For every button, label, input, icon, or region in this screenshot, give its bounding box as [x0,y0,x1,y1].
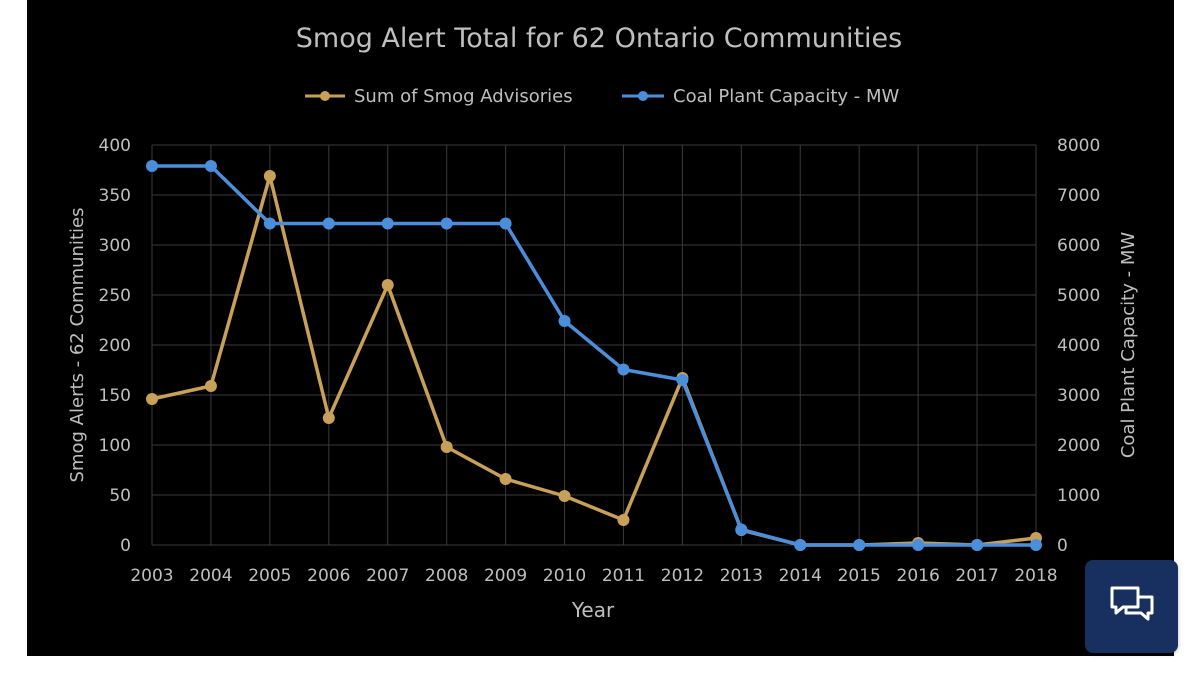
legend-marker-smog [320,91,330,101]
x-tick-label: 2009 [484,566,527,586]
legend-item-coal: Coal Plant Capacity - MW [622,86,900,107]
series-line-smog [151,174,1037,547]
x-tick-label: 2004 [189,566,232,586]
data-point-coal [322,217,335,230]
chart-panel: Smog Alert Total for 62 Ontario Communit… [27,0,1174,656]
data-point-smog [617,514,630,526]
right-tick-label: 6000 [1057,236,1100,256]
right-tick-label: 4000 [1057,336,1100,356]
right-tick-label: 7000 [1057,186,1100,206]
x-tick-label: 2006 [307,566,350,586]
data-point-coal [971,539,984,551]
right-tick-label: 0 [1057,536,1068,556]
x-axis-label: Year [571,598,615,622]
right-tick-label: 1000 [1057,486,1100,506]
x-tick-label: 2008 [425,566,468,586]
data-point-coal [853,539,866,551]
x-tick-label: 2005 [248,566,291,586]
series-line-coal [152,164,1036,547]
x-tick-label: 2017 [955,566,998,586]
data-point-coal [263,217,276,230]
data-point-coal [617,363,630,376]
gridlines [151,144,1037,546]
right-tick-label: 2000 [1057,436,1100,456]
data-point-smog [263,170,276,182]
data-point-coal [204,160,217,172]
data-point-coal [912,539,925,551]
data-point-smog [381,279,394,291]
data-point-coal [440,217,453,230]
data-point-coal [676,374,689,386]
data-point-coal [381,217,394,230]
x-tick-label: 2010 [543,566,586,586]
data-point-coal [146,160,158,172]
left-tick-label: 300 [99,236,131,256]
data-point-coal [558,315,571,327]
left-tick-label: 350 [99,186,131,206]
left-tick-label: 150 [99,386,131,406]
left-tick-label: 400 [99,136,131,156]
x-tick-label: 2003 [130,566,173,586]
y-axis-label-right: Coal Plant Capacity - MW [1118,232,1139,459]
data-point-smog [322,412,335,424]
left-tick-label: 250 [99,286,131,306]
data-point-smog [499,473,512,485]
left-tick-label: 100 [99,436,131,456]
right-tick-label: 5000 [1057,286,1100,306]
chat-button[interactable] [1085,560,1178,653]
x-tick-label: 2015 [838,566,881,586]
data-point-coal [794,539,807,551]
data-point-smog [146,393,158,405]
right-tick-label: 3000 [1057,386,1100,406]
x-tick-label: 2012 [661,566,704,586]
x-tick-label: 2016 [897,566,940,586]
legend-label-smog: Sum of Smog Advisories [354,86,573,107]
x-tick-label: 2007 [366,566,409,586]
x-axis-ticks: 2003 2004 2005 2006 2007 2008 2009 2010 2011 2012… [130,566,1057,586]
data-point-smog [440,441,453,453]
x-tick-label: 2013 [720,566,763,586]
left-tick-label: 50 [109,486,131,506]
chat-bubbles-icon [1110,586,1154,621]
x-tick-label: 2011 [602,566,645,586]
series-layer [146,160,1042,551]
left-tick-label: 200 [99,336,131,356]
legend: Sum of Smog Advisories Coal Plant Capaci… [305,86,900,107]
data-point-smog [558,490,571,502]
chart-svg: Smog Alert Total for 62 Ontario Communit… [67,23,1139,622]
legend-marker-coal [638,91,648,101]
legend-label-coal: Coal Plant Capacity - MW [673,86,900,107]
right-axis-ticks: 0 1000 2000 3000 4000 5000 6000 7000 8000 [1057,136,1100,556]
data-point-smog [204,380,217,392]
chart-title: Smog Alert Total for 62 Ontario Communit… [296,23,903,54]
right-tick-label: 8000 [1057,136,1100,156]
left-axis-ticks: 0 50 100 150 200 250 300 350 400 [99,136,131,556]
x-tick-label: 2018 [1014,566,1057,586]
y-axis-label-left: Smog Alerts - 62 Communities [67,208,88,483]
data-point-coal [735,523,748,536]
left-tick-label: 0 [120,536,131,556]
legend-item-smog: Sum of Smog Advisories [305,86,573,107]
data-point-coal [499,217,512,230]
x-tick-label: 2014 [779,566,822,586]
data-point-coal [1030,539,1042,551]
